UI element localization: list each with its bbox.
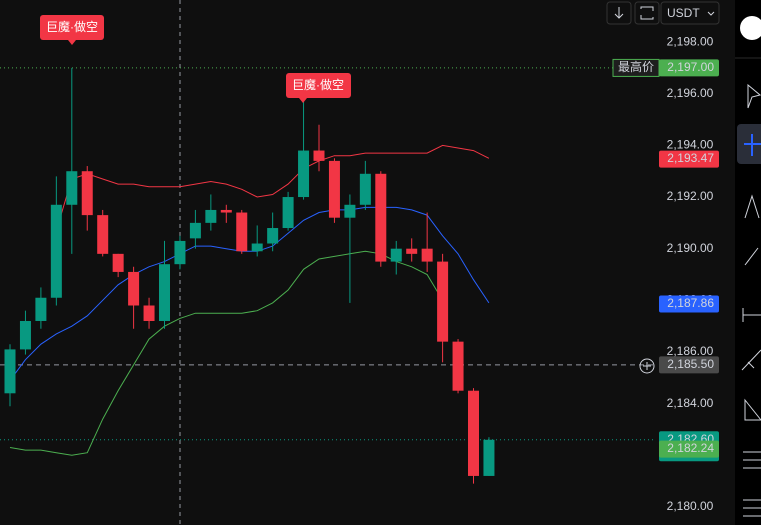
candle-body bbox=[205, 209, 217, 223]
y-tick-label: 2,196.00 bbox=[667, 86, 714, 100]
candle-body bbox=[159, 264, 170, 321]
candle-body bbox=[236, 212, 248, 252]
currency-label: USDT bbox=[667, 6, 700, 20]
crosshair-add-plus bbox=[643, 362, 651, 370]
text-tool[interactable] bbox=[744, 194, 760, 219]
candle-body bbox=[35, 297, 47, 321]
candle-body bbox=[344, 204, 356, 218]
price-label-box bbox=[659, 440, 719, 458]
price-label: 2,185.50 bbox=[667, 357, 714, 371]
crosshair-add-icon[interactable] bbox=[639, 358, 655, 374]
candle-body bbox=[112, 253, 124, 272]
candle-body bbox=[50, 204, 62, 298]
indicator-tool[interactable] bbox=[743, 451, 761, 469]
price-label-box bbox=[659, 295, 719, 313]
candle-body bbox=[375, 173, 387, 262]
band-line bbox=[9, 250, 444, 456]
scroll-button[interactable] bbox=[606, 1, 632, 25]
logo[interactable] bbox=[740, 16, 761, 40]
price-tag-box bbox=[612, 58, 660, 77]
candle-body bbox=[452, 341, 464, 391]
candle-body bbox=[483, 439, 495, 476]
candle-body bbox=[19, 320, 31, 350]
annotation: 巨魔·做空 bbox=[40, 15, 104, 45]
y-tick-label: 2,198.00 bbox=[667, 34, 714, 48]
annotation: 巨魔·做空 bbox=[286, 73, 351, 103]
dropdown-chevron bbox=[707, 11, 715, 16]
candle-body bbox=[143, 305, 155, 321]
band-line bbox=[9, 206, 490, 381]
price-label-box bbox=[659, 59, 719, 77]
price-label: 2,193.47 bbox=[667, 151, 714, 165]
brush-tool[interactable] bbox=[744, 247, 759, 266]
price-label: 2,182.24 bbox=[667, 441, 714, 455]
candle-body bbox=[359, 173, 371, 205]
background bbox=[0, 0, 735, 525]
annotation-text: 巨魔·做空 bbox=[46, 19, 98, 34]
price-label: 2,197.00 bbox=[667, 60, 714, 74]
candle-body bbox=[267, 228, 279, 244]
candle-body bbox=[251, 243, 263, 252]
candle-body bbox=[437, 261, 449, 342]
y-tick-label: 2,194.00 bbox=[667, 138, 714, 152]
candle-body bbox=[66, 171, 78, 205]
scroll-icon bbox=[614, 7, 624, 19]
shape-tool[interactable] bbox=[744, 398, 761, 421]
line-tool[interactable] bbox=[742, 308, 761, 322]
y-tick-label: 2,192.00 bbox=[667, 189, 714, 203]
reset-button[interactable] bbox=[634, 1, 660, 25]
price-label: 2,187.86 bbox=[667, 296, 714, 310]
ruler-tool[interactable] bbox=[741, 349, 761, 371]
candle-body bbox=[298, 150, 310, 198]
crosshair-tool-icon bbox=[744, 134, 761, 156]
y-tick-label: 2,184.00 bbox=[667, 396, 714, 410]
candle-body bbox=[421, 248, 433, 262]
candle-body bbox=[128, 271, 140, 306]
price-label-box bbox=[659, 356, 719, 374]
candle-body bbox=[313, 150, 325, 161]
currency-dropdown[interactable] bbox=[660, 1, 720, 25]
y-tick-label: 2,186.00 bbox=[667, 344, 714, 358]
reset-icon bbox=[640, 6, 654, 20]
candle-body bbox=[97, 215, 109, 254]
candle-body bbox=[189, 222, 201, 239]
drawing-toolbar bbox=[735, 0, 761, 525]
candle-body bbox=[468, 390, 479, 476]
candle-body bbox=[174, 240, 186, 265]
cursor-tool[interactable] bbox=[747, 83, 761, 109]
candle-body bbox=[328, 160, 340, 218]
candle-body bbox=[81, 171, 93, 216]
candle-body bbox=[4, 349, 16, 394]
candle-body bbox=[220, 209, 232, 213]
band-line bbox=[55, 144, 490, 231]
price-tag: 最高价 bbox=[618, 59, 654, 74]
candle-body bbox=[390, 248, 402, 262]
y-tick-label: 2,180.00 bbox=[667, 499, 714, 513]
y-tick-label: 2,190.00 bbox=[667, 241, 714, 255]
price-label-box bbox=[659, 150, 719, 168]
candle-body bbox=[282, 197, 294, 229]
annotation-text: 巨魔·做空 bbox=[292, 77, 344, 92]
candle-body bbox=[406, 248, 418, 254]
settings-tool[interactable] bbox=[743, 499, 761, 517]
